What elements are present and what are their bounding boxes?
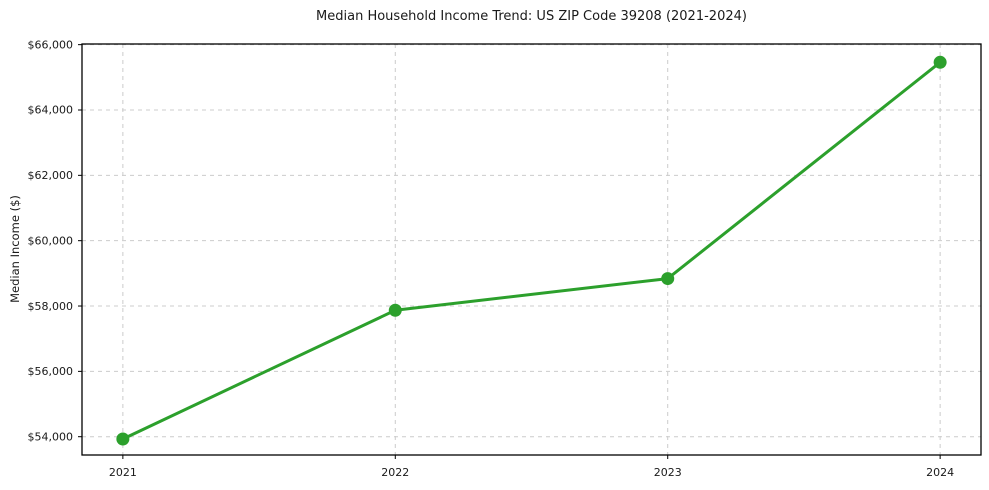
y-tick-label: $58,000 [28,300,74,313]
chart-title: Median Household Income Trend: US ZIP Co… [316,9,747,24]
x-tick-label: 2022 [381,466,409,479]
y-tick-label: $54,000 [28,430,74,443]
data-point-2021 [116,432,130,446]
data-point-2022 [388,303,402,317]
y-tick-label: $64,000 [28,104,74,117]
y-tick-label: $60,000 [28,234,74,247]
trend-line [121,60,942,441]
y-tick-label: $62,000 [28,169,74,182]
x-tick-label: 2024 [926,466,954,479]
y-tick-label: $56,000 [28,365,74,378]
data-point-2024 [933,55,947,69]
y-tick-label: $66,000 [28,38,74,51]
data-point-2023 [661,272,675,286]
x-tick-label: 2023 [654,466,682,479]
plot-border [81,43,982,456]
x-tick-label: 2021 [109,466,137,479]
